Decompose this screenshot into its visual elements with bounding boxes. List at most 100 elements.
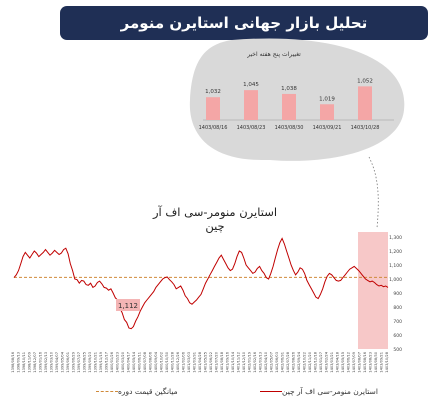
x-tick-label-10: 1399/06/01 (66, 352, 70, 373)
x-tick-label-34: 1401/04/28 (198, 351, 202, 372)
bar-1 (244, 90, 258, 120)
x-tick-label-21: 1400/04/17 (127, 352, 131, 373)
y-tick-label-2: 700 (393, 319, 402, 325)
x-tick-label-1: 1398/09/13 (17, 352, 21, 373)
x-tick-label-6: 1399/02/13 (44, 352, 48, 373)
bar-value-label-0: 1,032 (205, 89, 221, 95)
legend: استایرن منومر-سی اف آر چین میانگین قیمت … (0, 385, 433, 401)
x-tick-label-39: 1401/09/16 (226, 351, 230, 372)
x-tick-label-54: 1402/11/20 (308, 351, 312, 372)
x-tick-label-52: 1402/09/24 (297, 351, 301, 372)
callout-connector (368, 156, 379, 229)
y-tick-label-8: 1,300 (389, 235, 402, 241)
x-tick-label-25: 1400/08/06 (149, 351, 153, 372)
bar-value-label-2: 1,038 (281, 86, 297, 92)
x-tick-label-55: 1402/12/18 (314, 351, 318, 372)
x-tick-label-68: 1403/10/28 (385, 351, 389, 372)
x-tick-label-32: 1401/03/03 (187, 352, 191, 373)
bar-category-label-3: 1403/09/21 (313, 125, 342, 131)
x-tick-label-57: 1403/02/24 (325, 351, 329, 372)
x-tick-label-16: 1399/11/19 (99, 351, 103, 372)
bar-value-label-4: 1,052 (357, 78, 373, 84)
y-tick-label-3: 800 (393, 305, 402, 311)
x-tick-label-65: 1403/08/23 (369, 352, 373, 373)
legend-label-price: استایرن منومر-سی اف آر چین (282, 387, 378, 396)
callout-bubble (189, 38, 405, 161)
bar-category-label-4: 1403/10/28 (351, 125, 380, 131)
x-tick-label-5: 1399/01/16 (39, 351, 43, 372)
bar-value-label-1: 1,045 (243, 82, 259, 88)
x-tick-label-29: 1400/11/28 (171, 351, 175, 372)
x-tick-label-59: 1403/04/18 (336, 351, 340, 372)
annotation-box (116, 299, 140, 311)
bar-value-label-3: 1,019 (319, 96, 335, 102)
x-tick-label-43: 1402/01/19 (248, 351, 252, 372)
x-tick-label-24: 1400/07/08 (143, 351, 147, 372)
x-tick-label-63: 1403/08/07 (358, 352, 362, 373)
x-tick-label-45: 1402/03/13 (259, 352, 263, 373)
bar-4 (358, 86, 372, 120)
x-tick-label-49: 1402/06/31 (281, 352, 285, 373)
x-tick-label-44: 1402/02/16 (253, 351, 257, 372)
legend-item-price: استایرن منومر-سی اف آر چین (256, 387, 378, 396)
x-tick-label-18: 1400/01/26 (110, 351, 114, 372)
x-tick-label-62: 1403/07/09 (352, 351, 356, 372)
x-tick-label-37: 1401/07/20 (215, 351, 219, 372)
x-tick-label-15: 1399/10/21 (94, 352, 98, 373)
page-title: تحلیل بازار جهانی استایرن منومر (120, 14, 368, 32)
header-banner: تحلیل بازار جهانی استایرن منومر (60, 6, 428, 40)
bar-category-label-2: 1403/08/30 (275, 125, 304, 131)
y-tick-label-4: 900 (393, 291, 402, 297)
x-tick-label-12: 1399/07/27 (77, 352, 81, 373)
y-tick-label-6: 1,100 (389, 263, 402, 269)
bar-3 (320, 104, 334, 120)
bar-category-label-1: 1403/08/23 (237, 125, 266, 131)
x-tick-label-11: 1399/06/29 (72, 351, 76, 372)
x-tick-label-47: 1402/05/07 (270, 352, 274, 373)
x-tick-label-13: 1399/08/25 (83, 352, 87, 373)
x-tick-label-48: 1402/06/03 (275, 352, 279, 373)
x-tick-label-17: 1399/12/17 (105, 352, 109, 373)
x-tick-label-38: 1401/08/18 (220, 351, 224, 372)
x-tick-label-64: 1403/08/16 (363, 351, 367, 372)
x-tick-label-31: 1401/02/06 (182, 351, 186, 372)
x-tick-label-60: 1403/05/15 (341, 352, 345, 373)
bar-chart-title: تغییرات پنج هفته اخیر (247, 51, 301, 58)
x-tick-label-7: 1399/03/10 (50, 351, 54, 372)
x-tick-label-26: 1400/09/04 (154, 351, 158, 372)
x-tick-label-28: 1400/10/30 (165, 351, 169, 372)
x-tick-label-27: 1400/10/02 (160, 352, 164, 373)
highlight-band (358, 232, 388, 349)
x-tick-label-14: 1399/09/23 (88, 352, 92, 373)
price-series-line (13, 237, 389, 330)
x-tick-label-23: 1400/06/11 (138, 352, 142, 373)
x-tick-label-46: 1402/04/10 (264, 351, 268, 372)
x-tick-label-36: 1401/06/22 (209, 352, 213, 373)
y-tick-label-7: 1,200 (389, 249, 402, 255)
x-tick-label-35: 1401/05/25 (204, 352, 208, 373)
y-tick-label-0: 500 (393, 347, 402, 353)
legend-swatch-average (96, 391, 118, 392)
x-tick-label-4: 1398/12/07 (33, 352, 37, 373)
x-tick-label-19: 1400/02/23 (116, 352, 120, 373)
x-tick-label-0: 1398/08/16 (11, 351, 15, 372)
bar-0 (206, 97, 220, 120)
x-tick-label-30: 1400/12/26 (176, 351, 180, 372)
x-tick-label-67: 1403/09/21 (380, 352, 384, 373)
bar-category-label-0: 1403/08/16 (199, 125, 228, 131)
x-tick-label-61: 1403/06/12 (347, 352, 351, 373)
line-chart-title: استایرن منومر-سی اف آر چین (152, 205, 278, 233)
x-tick-label-33: 1401/03/31 (193, 352, 197, 373)
x-tick-label-9: 1399/05/04 (61, 351, 65, 372)
x-tick-label-41: 1401/11/12 (237, 352, 241, 373)
x-tick-label-2: 1398/10/11 (22, 352, 26, 373)
x-tick-label-8: 1399/04/07 (55, 352, 59, 373)
x-tick-label-58: 1403/03/21 (330, 352, 334, 373)
x-tick-label-53: 1402/10/22 (303, 352, 307, 373)
y-tick-label-5: 1,000 (389, 277, 402, 283)
legend-swatch-price (260, 391, 282, 392)
x-tick-label-56: 1403/01/27 (319, 352, 323, 373)
x-tick-label-66: 1403/08/30 (374, 351, 378, 372)
bar-2 (282, 93, 296, 120)
